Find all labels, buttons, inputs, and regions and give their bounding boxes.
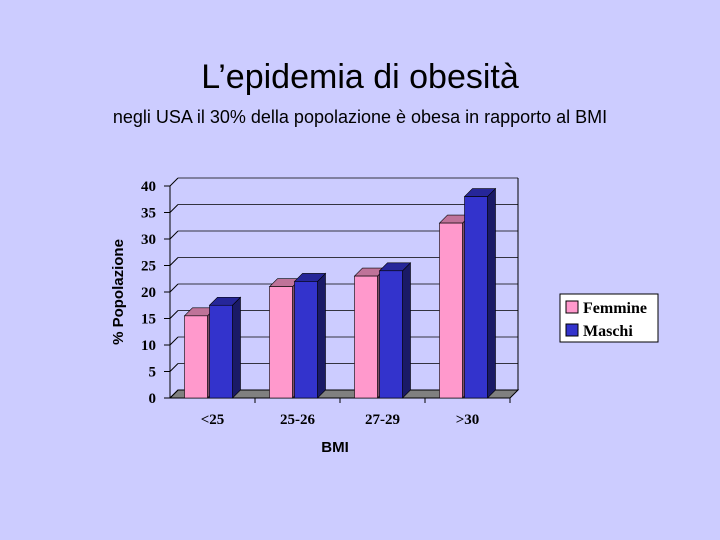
y-axis-title: % Popolazione xyxy=(110,239,127,345)
y-tick-label: 5 xyxy=(149,365,157,381)
bar-side xyxy=(317,272,326,399)
y-tick-slant xyxy=(169,283,179,293)
y-tick-slant xyxy=(169,389,179,399)
x-tick-label: 27-29 xyxy=(365,412,400,428)
x-tick-labels: <25 25-26 27-29 >30 xyxy=(201,398,511,428)
bar-maschi-1 xyxy=(293,272,327,399)
y-tick-slant xyxy=(169,204,179,213)
y-tick-label: 10 xyxy=(141,338,156,354)
y-tick-label: 20 xyxy=(141,285,156,301)
y-tick-label: 0 xyxy=(149,391,157,407)
bar-front xyxy=(294,281,318,399)
bar-front xyxy=(354,275,378,399)
y-tick-slant xyxy=(169,363,179,372)
x-tick-label: >30 xyxy=(456,412,480,428)
legend-swatch-maschi xyxy=(565,323,579,337)
bar-side xyxy=(402,262,411,399)
legend-label-femmine: Femmine xyxy=(583,300,647,317)
bar-maschi-2 xyxy=(378,262,412,399)
y-tick-label: 35 xyxy=(141,206,156,222)
y-tick-label: 40 xyxy=(141,179,156,195)
y-tick-slant xyxy=(169,310,179,319)
y-tick-slant xyxy=(169,257,179,266)
bar-maschi-3 xyxy=(463,187,497,399)
bar-front xyxy=(184,315,208,399)
x-tick-label: 25-26 xyxy=(280,412,315,428)
y-tick-slant xyxy=(169,230,179,240)
y-tick-label: 15 xyxy=(141,312,156,328)
legend-swatch-femmine xyxy=(565,300,579,314)
bar-side xyxy=(232,296,241,399)
bar-front xyxy=(439,222,463,399)
chart-bars xyxy=(183,187,497,399)
y-tick-label: 25 xyxy=(141,259,156,275)
bar-front xyxy=(269,286,293,399)
chart-legend: Femmine Maschi xyxy=(559,293,659,343)
x-tick-label: <25 xyxy=(201,412,225,428)
slide-subtitle: negli USA il 30% della popolazione è obe… xyxy=(112,107,608,127)
y-tick-label: 30 xyxy=(141,232,156,248)
slide-title: L’epidemia di obesità xyxy=(201,58,519,96)
x-axis-title: BMI xyxy=(321,439,349,456)
y-tick-labels: 0 5 10 15 20 25 30 35 40 xyxy=(141,179,156,407)
y-tick-slant xyxy=(169,177,179,187)
bar-front xyxy=(464,196,488,399)
bar-front xyxy=(209,304,233,399)
bar-front xyxy=(379,270,403,399)
y-tick-slant xyxy=(169,336,179,346)
bar-maschi-0 xyxy=(208,296,242,399)
legend-label-maschi: Maschi xyxy=(583,323,633,340)
bar-side xyxy=(487,187,496,399)
